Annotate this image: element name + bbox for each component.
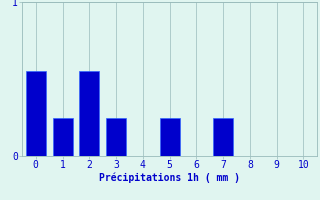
Bar — [26, 71, 46, 156]
X-axis label: Précipitations 1h ( mm ): Précipitations 1h ( mm ) — [99, 173, 240, 183]
Bar — [52, 117, 73, 156]
Bar — [79, 71, 99, 156]
Bar — [160, 117, 180, 156]
Bar — [106, 117, 126, 156]
Bar — [213, 117, 233, 156]
